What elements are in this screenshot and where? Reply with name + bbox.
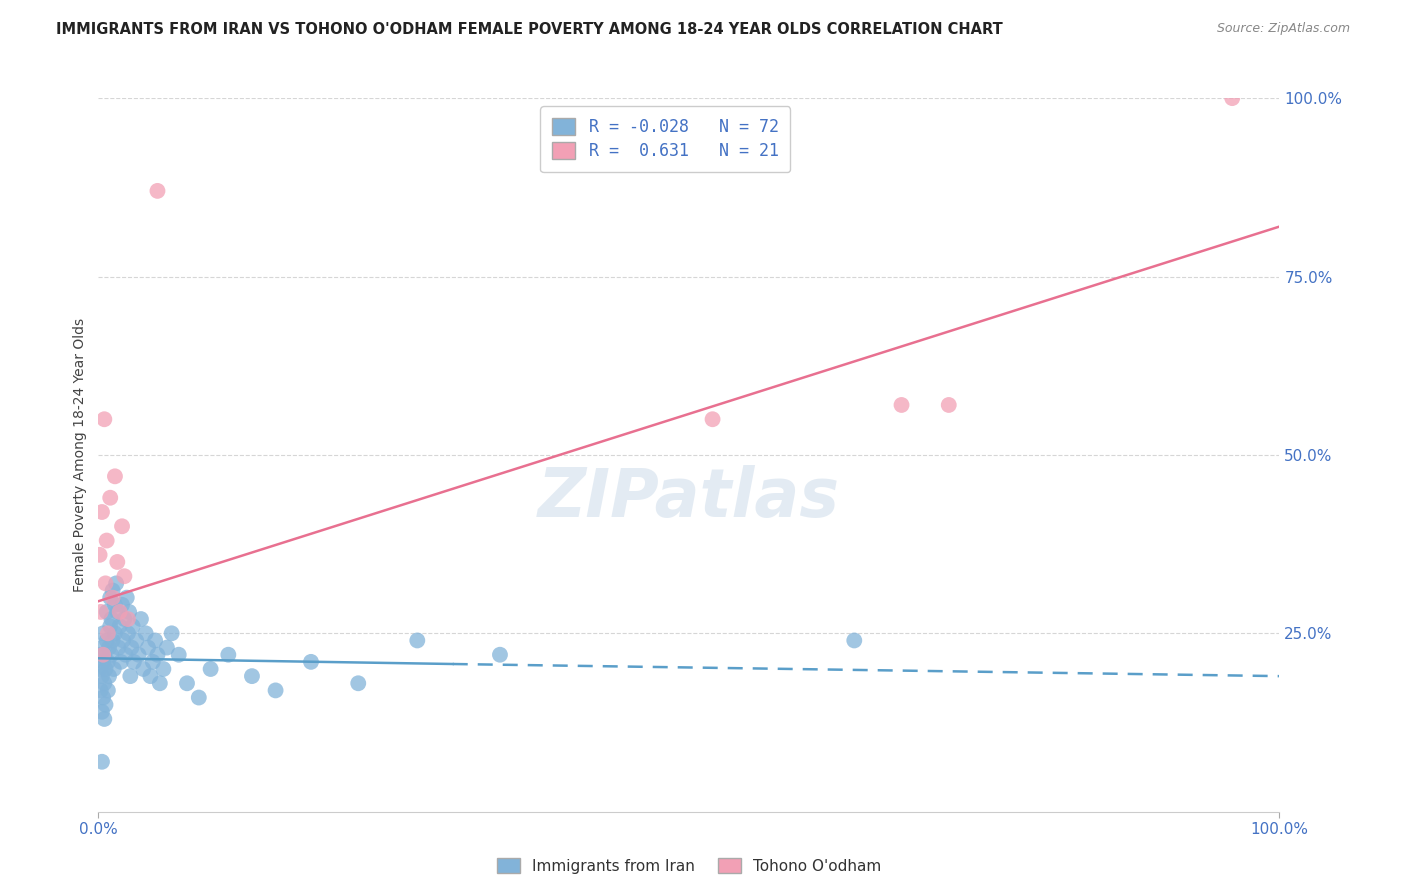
Point: [146, 184, 169, 198]
Point: [93, 712, 115, 726]
Point: [94, 662, 117, 676]
Point: [132, 662, 155, 676]
Point: [105, 555, 128, 569]
Point: [129, 612, 152, 626]
Point: [121, 640, 143, 655]
Point: [108, 605, 131, 619]
Point: [97, 626, 120, 640]
Point: [702, 412, 724, 426]
Point: [299, 655, 322, 669]
Point: [91, 505, 114, 519]
Point: [200, 662, 222, 676]
Point: [112, 569, 135, 583]
Point: [93, 412, 115, 426]
Point: [117, 612, 139, 626]
Point: [111, 598, 134, 612]
Point: [128, 648, 150, 662]
Point: [93, 648, 115, 662]
Point: [136, 640, 159, 655]
Y-axis label: Female Poverty Among 18-24 Year Olds: Female Poverty Among 18-24 Year Olds: [73, 318, 87, 592]
Point: [91, 755, 114, 769]
Point: [94, 698, 117, 712]
Point: [96, 633, 118, 648]
Point: [122, 655, 145, 669]
Point: [97, 655, 120, 669]
Point: [101, 591, 124, 605]
Text: ZIPatlas: ZIPatlas: [538, 465, 839, 531]
Point: [152, 662, 174, 676]
Point: [98, 619, 121, 633]
Point: [110, 655, 132, 669]
Point: [91, 705, 114, 719]
Point: [890, 398, 912, 412]
Point: [101, 583, 124, 598]
Point: [101, 633, 124, 648]
Point: [91, 655, 114, 669]
Point: [142, 655, 165, 669]
Point: [89, 662, 111, 676]
Point: [91, 690, 114, 705]
Point: [91, 640, 114, 655]
Point: [98, 640, 121, 655]
Point: [844, 633, 866, 648]
Point: [90, 605, 112, 619]
Point: [217, 648, 239, 662]
Point: [115, 591, 138, 605]
Point: [103, 662, 125, 676]
Point: [98, 591, 121, 605]
Point: [240, 669, 263, 683]
Point: [139, 669, 162, 683]
Text: IMMIGRANTS FROM IRAN VS TOHONO O'ODHAM FEMALE POVERTY AMONG 18-24 YEAR OLDS CORR: IMMIGRANTS FROM IRAN VS TOHONO O'ODHAM F…: [56, 22, 1002, 37]
Point: [264, 683, 287, 698]
Legend: Immigrants from Iran, Tohono O'odham: Immigrants from Iran, Tohono O'odham: [491, 852, 887, 880]
Point: [167, 648, 190, 662]
Point: [938, 398, 960, 412]
Point: [406, 633, 429, 648]
Point: [93, 676, 115, 690]
Point: [146, 648, 169, 662]
Point: [100, 612, 122, 626]
Point: [97, 683, 120, 698]
Point: [91, 669, 114, 683]
Point: [96, 533, 118, 548]
Point: [100, 648, 122, 662]
Point: [90, 683, 112, 698]
Point: [156, 640, 179, 655]
Point: [91, 626, 114, 640]
Point: [125, 633, 148, 648]
Point: [149, 676, 172, 690]
Text: Source: ZipAtlas.com: Source: ZipAtlas.com: [1216, 22, 1350, 36]
Point: [104, 469, 127, 483]
Point: [105, 576, 128, 591]
Point: [112, 633, 135, 648]
Point: [89, 548, 111, 562]
Point: [143, 633, 166, 648]
Point: [187, 690, 209, 705]
Point: [96, 605, 118, 619]
Point: [104, 626, 127, 640]
Point: [120, 669, 142, 683]
Point: [98, 669, 121, 683]
Point: [94, 576, 117, 591]
Point: [98, 491, 121, 505]
Point: [105, 605, 128, 619]
Point: [104, 598, 127, 612]
Point: [347, 676, 370, 690]
Point: [114, 648, 136, 662]
Point: [489, 648, 512, 662]
Point: [108, 619, 131, 633]
Point: [91, 648, 114, 662]
Point: [1220, 91, 1243, 105]
Point: [118, 605, 141, 619]
Point: [112, 612, 135, 626]
Point: [176, 676, 198, 690]
Legend: R = -0.028   N = 72, R =  0.631   N = 21: R = -0.028 N = 72, R = 0.631 N = 21: [540, 106, 790, 172]
Point: [90, 648, 112, 662]
Point: [111, 519, 134, 533]
Point: [107, 640, 129, 655]
Point: [160, 626, 183, 640]
Point: [135, 626, 157, 640]
Point: [121, 619, 143, 633]
Point: [117, 626, 139, 640]
